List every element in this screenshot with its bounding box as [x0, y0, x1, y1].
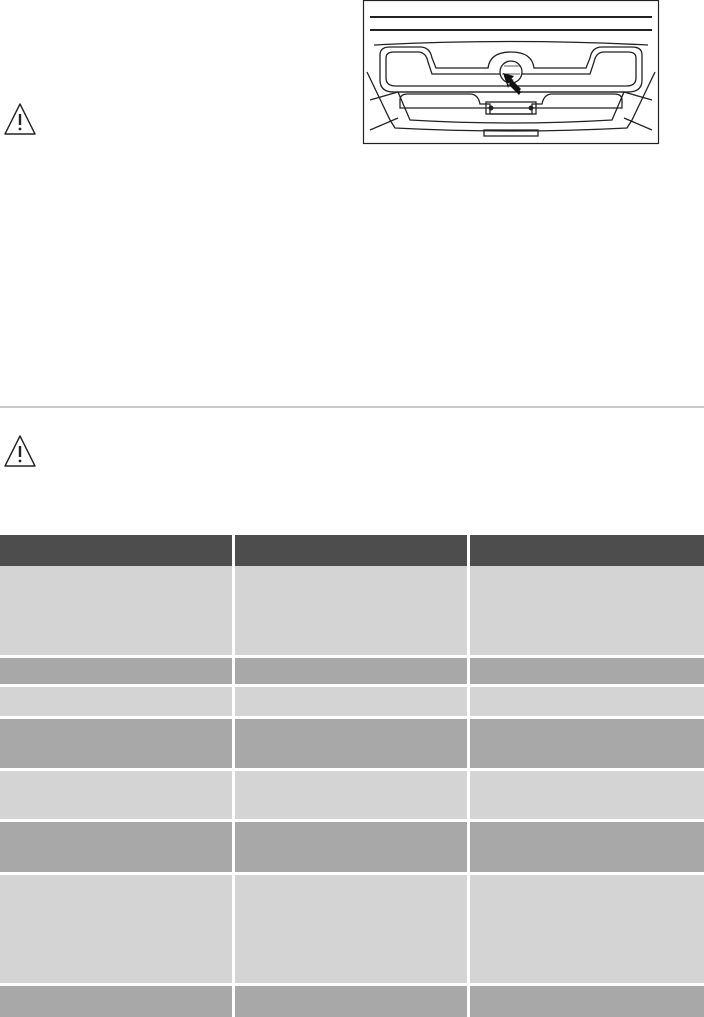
- table-row: [0, 875, 704, 983]
- table-row: [0, 658, 704, 684]
- table-row: [0, 822, 704, 872]
- oven-illustration: [362, 0, 660, 145]
- table-row: [0, 986, 704, 1017]
- table-row: [0, 687, 704, 716]
- table-row: [0, 719, 704, 768]
- warning-icon: [4, 103, 36, 135]
- table-row: [0, 566, 704, 655]
- table-row: [0, 771, 704, 819]
- table: [0, 535, 704, 1017]
- warning-icon: [4, 435, 36, 467]
- table-header: [0, 535, 704, 566]
